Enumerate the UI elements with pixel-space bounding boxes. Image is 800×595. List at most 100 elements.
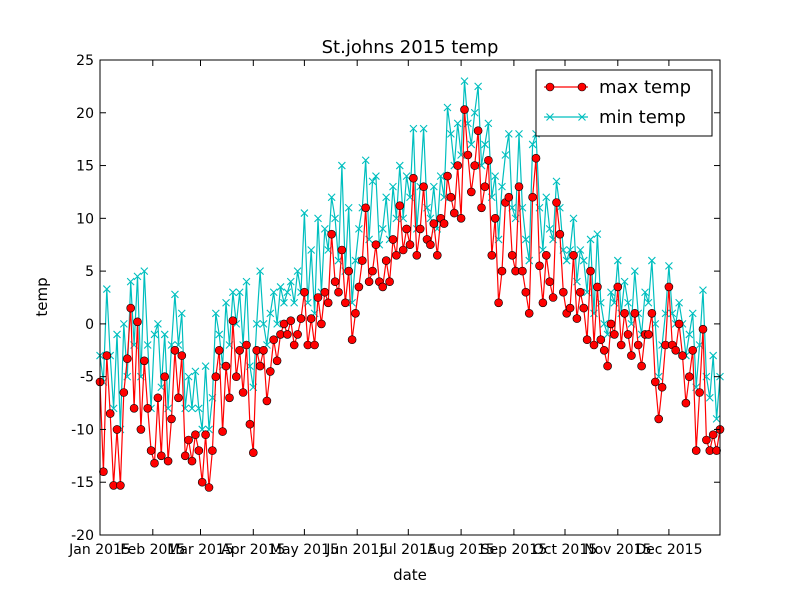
max-temp-point	[603, 361, 612, 371]
min-temp-point	[171, 290, 179, 299]
legend: max temp min temp	[535, 69, 713, 137]
max-temp-point	[347, 335, 357, 345]
max-temp-point	[129, 403, 139, 413]
y-tick-label: -5	[80, 370, 94, 386]
min-temp-point	[685, 330, 694, 339]
max-temp-point	[616, 340, 626, 350]
max-temp-point	[99, 467, 108, 477]
max-temp-point	[487, 251, 497, 260]
max-temp-point	[470, 161, 480, 170]
min-temp-point	[504, 130, 513, 138]
max-temp-point	[548, 293, 558, 302]
max-temp-point	[569, 251, 578, 260]
max-temp-point	[599, 345, 609, 355]
max-temp-point	[296, 314, 306, 323]
min-temp-point	[460, 77, 469, 86]
min-temp-point	[528, 140, 537, 149]
max-temp-point	[211, 372, 221, 382]
max-temp-point	[490, 214, 500, 223]
min-temp-point	[545, 225, 554, 233]
x-tick-label: May 2015	[270, 542, 339, 558]
min-temp-point	[453, 119, 462, 128]
min-temp-point	[372, 172, 380, 180]
min-temp-point	[395, 161, 404, 170]
legend-marker	[546, 113, 554, 121]
max-temp-point	[105, 409, 115, 418]
max-temp-point	[208, 446, 217, 455]
min-temp-point	[184, 372, 193, 381]
max-temp-point	[344, 266, 354, 276]
max-temp-point	[504, 192, 514, 202]
min-temp-point	[562, 256, 571, 265]
min-temp-point	[705, 393, 714, 402]
max-temp-point	[521, 287, 531, 297]
max-temp-point	[116, 481, 125, 490]
min-temp-point	[501, 151, 510, 159]
max-temp-point	[620, 308, 629, 318]
max-temp-point	[494, 298, 503, 308]
min-temp-point	[368, 177, 377, 186]
min-temp-point	[143, 341, 152, 349]
min-temp-point	[140, 267, 149, 275]
min-temp-point	[576, 246, 585, 254]
max-temp-point	[225, 393, 234, 403]
min-temp-point	[525, 256, 534, 265]
max-temp-point	[691, 446, 701, 455]
max-temp-point	[558, 287, 568, 297]
legend-label: min temp	[599, 107, 686, 128]
min-temp-point	[641, 288, 649, 297]
max-temp-point	[429, 219, 439, 228]
min-temp-point	[484, 119, 493, 128]
max-temp-point	[177, 351, 187, 360]
min-temp-point	[126, 277, 135, 286]
min-temp-point	[228, 288, 237, 297]
min-temp-point	[102, 285, 111, 293]
min-temp-point	[446, 130, 455, 138]
min-temp-point	[699, 286, 707, 294]
max-temp-point	[146, 446, 156, 455]
min-temp-point	[586, 235, 595, 244]
max-temp-point	[633, 340, 643, 350]
max-temp-point	[381, 256, 391, 265]
max-temp-point	[242, 340, 251, 350]
max-temp-point	[354, 282, 364, 292]
max-temp-point	[133, 317, 142, 327]
max-temp-point	[102, 351, 112, 360]
legend-marker	[577, 82, 587, 92]
min-temp-point	[290, 298, 299, 307]
y-tick-label: 20	[76, 106, 94, 122]
max-temp-point	[449, 208, 459, 218]
max-temp-point	[477, 203, 486, 213]
min-temp-point	[337, 161, 346, 170]
min-temp-point	[191, 367, 200, 376]
y-tick-label: -20	[71, 528, 94, 544]
x-tick-label: Sep 2015	[481, 542, 547, 558]
max-temp-point	[466, 187, 476, 197]
x-tick-label: Nov 2015	[584, 542, 651, 558]
max-temp-point	[565, 303, 575, 313]
max-temp-point	[582, 335, 592, 345]
max-temp-point	[385, 277, 394, 287]
max-temp-point	[518, 266, 527, 276]
max-temp-point	[484, 156, 493, 165]
x-tick-label: Mar 2015	[167, 542, 234, 558]
min-temp-point	[498, 182, 506, 191]
x-axis-label: date	[393, 566, 427, 584]
min-temp-point	[286, 277, 295, 286]
min-temp-point	[361, 156, 370, 165]
y-tick-label: 5	[85, 264, 94, 280]
max-temp-point	[524, 308, 534, 318]
max-temp-point	[575, 287, 585, 297]
min-temp-point	[481, 140, 489, 149]
max-temp-point	[361, 203, 371, 213]
legend-marker	[578, 113, 586, 121]
min-temp-point	[150, 330, 159, 339]
max-temp-point	[453, 161, 463, 170]
min-temp-point	[607, 288, 615, 297]
max-temp-point	[647, 308, 657, 318]
max-temp-point	[698, 324, 708, 334]
max-temp-point	[232, 372, 241, 382]
max-temp-point	[306, 314, 316, 323]
min-temp-point	[382, 193, 391, 202]
max-temp-point	[402, 224, 411, 234]
